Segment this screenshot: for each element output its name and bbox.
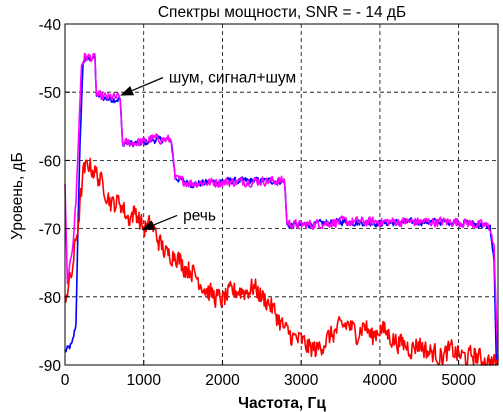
plot-area xyxy=(65,24,498,365)
annotation-arrow-head-1 xyxy=(141,220,156,230)
y-tick-label-3: -60 xyxy=(39,153,62,170)
y-tick-label-4: -50 xyxy=(39,85,62,102)
annotation-arrow-shaft-0 xyxy=(131,77,164,92)
x-axis-ticks: 0 1000 2000 3000 4000 5000 xyxy=(61,360,476,389)
x-tick-label-1: 1000 xyxy=(126,372,161,389)
annotation-arrow-head-0 xyxy=(120,85,135,96)
x-tick-label-2: 2000 xyxy=(205,372,240,389)
series-line-1 xyxy=(64,52,499,362)
y-tick-label-2: -70 xyxy=(39,222,62,239)
annotation-label-1: речь xyxy=(183,207,216,224)
y-axis-label: Уровень, дБ xyxy=(9,152,26,240)
annotation-arrow-shaft-1 xyxy=(153,214,178,226)
y-tick-label-1: -80 xyxy=(39,290,62,307)
y-tick-label-0: -90 xyxy=(39,358,62,375)
plot-frame xyxy=(64,23,499,366)
grid-lines xyxy=(65,24,498,365)
x-tick-label-4: 4000 xyxy=(363,372,398,389)
y-axis-ticks: -90 -80 -70 -60 -50 -40 xyxy=(39,17,70,375)
x-tick-label-0: 0 xyxy=(61,372,70,389)
annotation-label-0: шум, сигнал+шум xyxy=(169,70,296,87)
annotations: шум, сигнал+шум речь xyxy=(120,70,296,230)
x-tick-label-3: 3000 xyxy=(284,372,319,389)
x-tick-label-5: 5000 xyxy=(441,372,476,389)
series-line-2 xyxy=(64,157,499,366)
chart-title: Спектры мощности, SNR = - 14 дБ xyxy=(158,4,406,21)
x-axis-label: Частота, Гц xyxy=(238,395,326,412)
y-tick-label-5: -40 xyxy=(39,17,62,34)
data-series xyxy=(64,52,499,366)
